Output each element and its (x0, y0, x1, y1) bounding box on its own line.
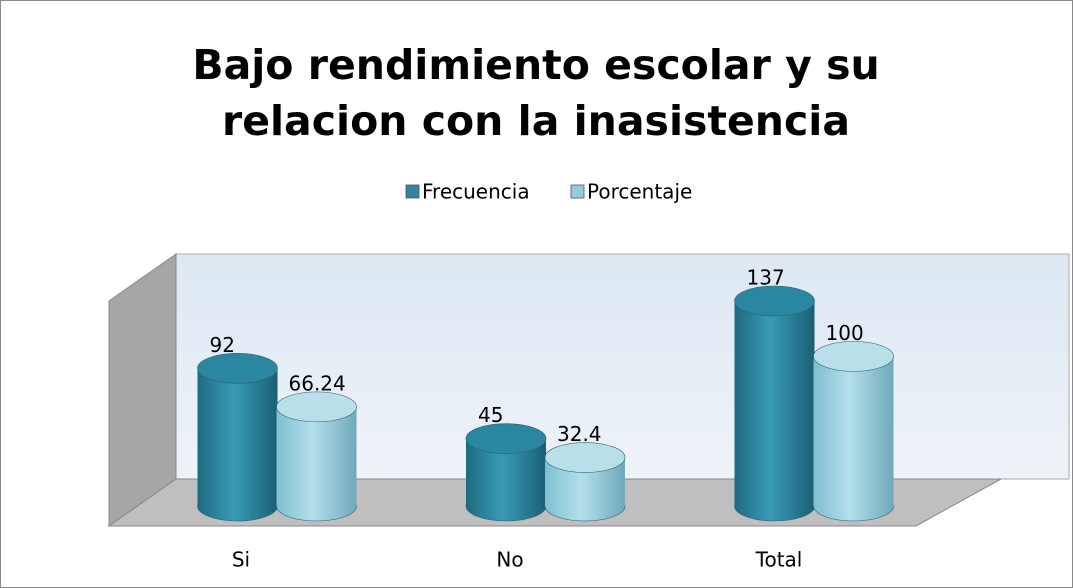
data-label: 66.24 (289, 371, 346, 395)
side-wall (108, 253, 177, 527)
x-tick-label: Total (755, 548, 803, 572)
data-label: 32.4 (557, 422, 602, 446)
data-label: 92 (210, 333, 235, 357)
legend-swatch (570, 184, 585, 199)
data-label: 45 (478, 403, 503, 427)
chart-title: Bajo rendimiento escolar y su relacion c… (192, 41, 880, 145)
cylinder-body (813, 356, 894, 506)
cylinder-body (197, 368, 278, 506)
cylinder-body (734, 301, 815, 506)
cylinder-top (276, 391, 357, 423)
cylinder-top (813, 341, 894, 372)
cylinder (544, 442, 626, 522)
cylinder (813, 341, 894, 522)
cylinder (465, 423, 547, 522)
cylinder-top (465, 423, 547, 454)
cylinder-body (276, 406, 357, 506)
x-tick-label: No (496, 548, 523, 572)
cylinder-top (544, 442, 626, 473)
cylinder (276, 391, 357, 522)
data-label: 100 (826, 321, 864, 345)
cylinder (197, 353, 278, 522)
cylinder (734, 285, 815, 522)
data-label: 137 (747, 266, 785, 290)
legend-label: Porcentaje (587, 180, 692, 204)
legend-swatch (405, 184, 420, 199)
legend-label: Frecuencia (422, 180, 530, 204)
cylinder-top (197, 353, 278, 384)
x-tick-label: Si (232, 548, 250, 572)
cylinder-top (734, 285, 815, 317)
